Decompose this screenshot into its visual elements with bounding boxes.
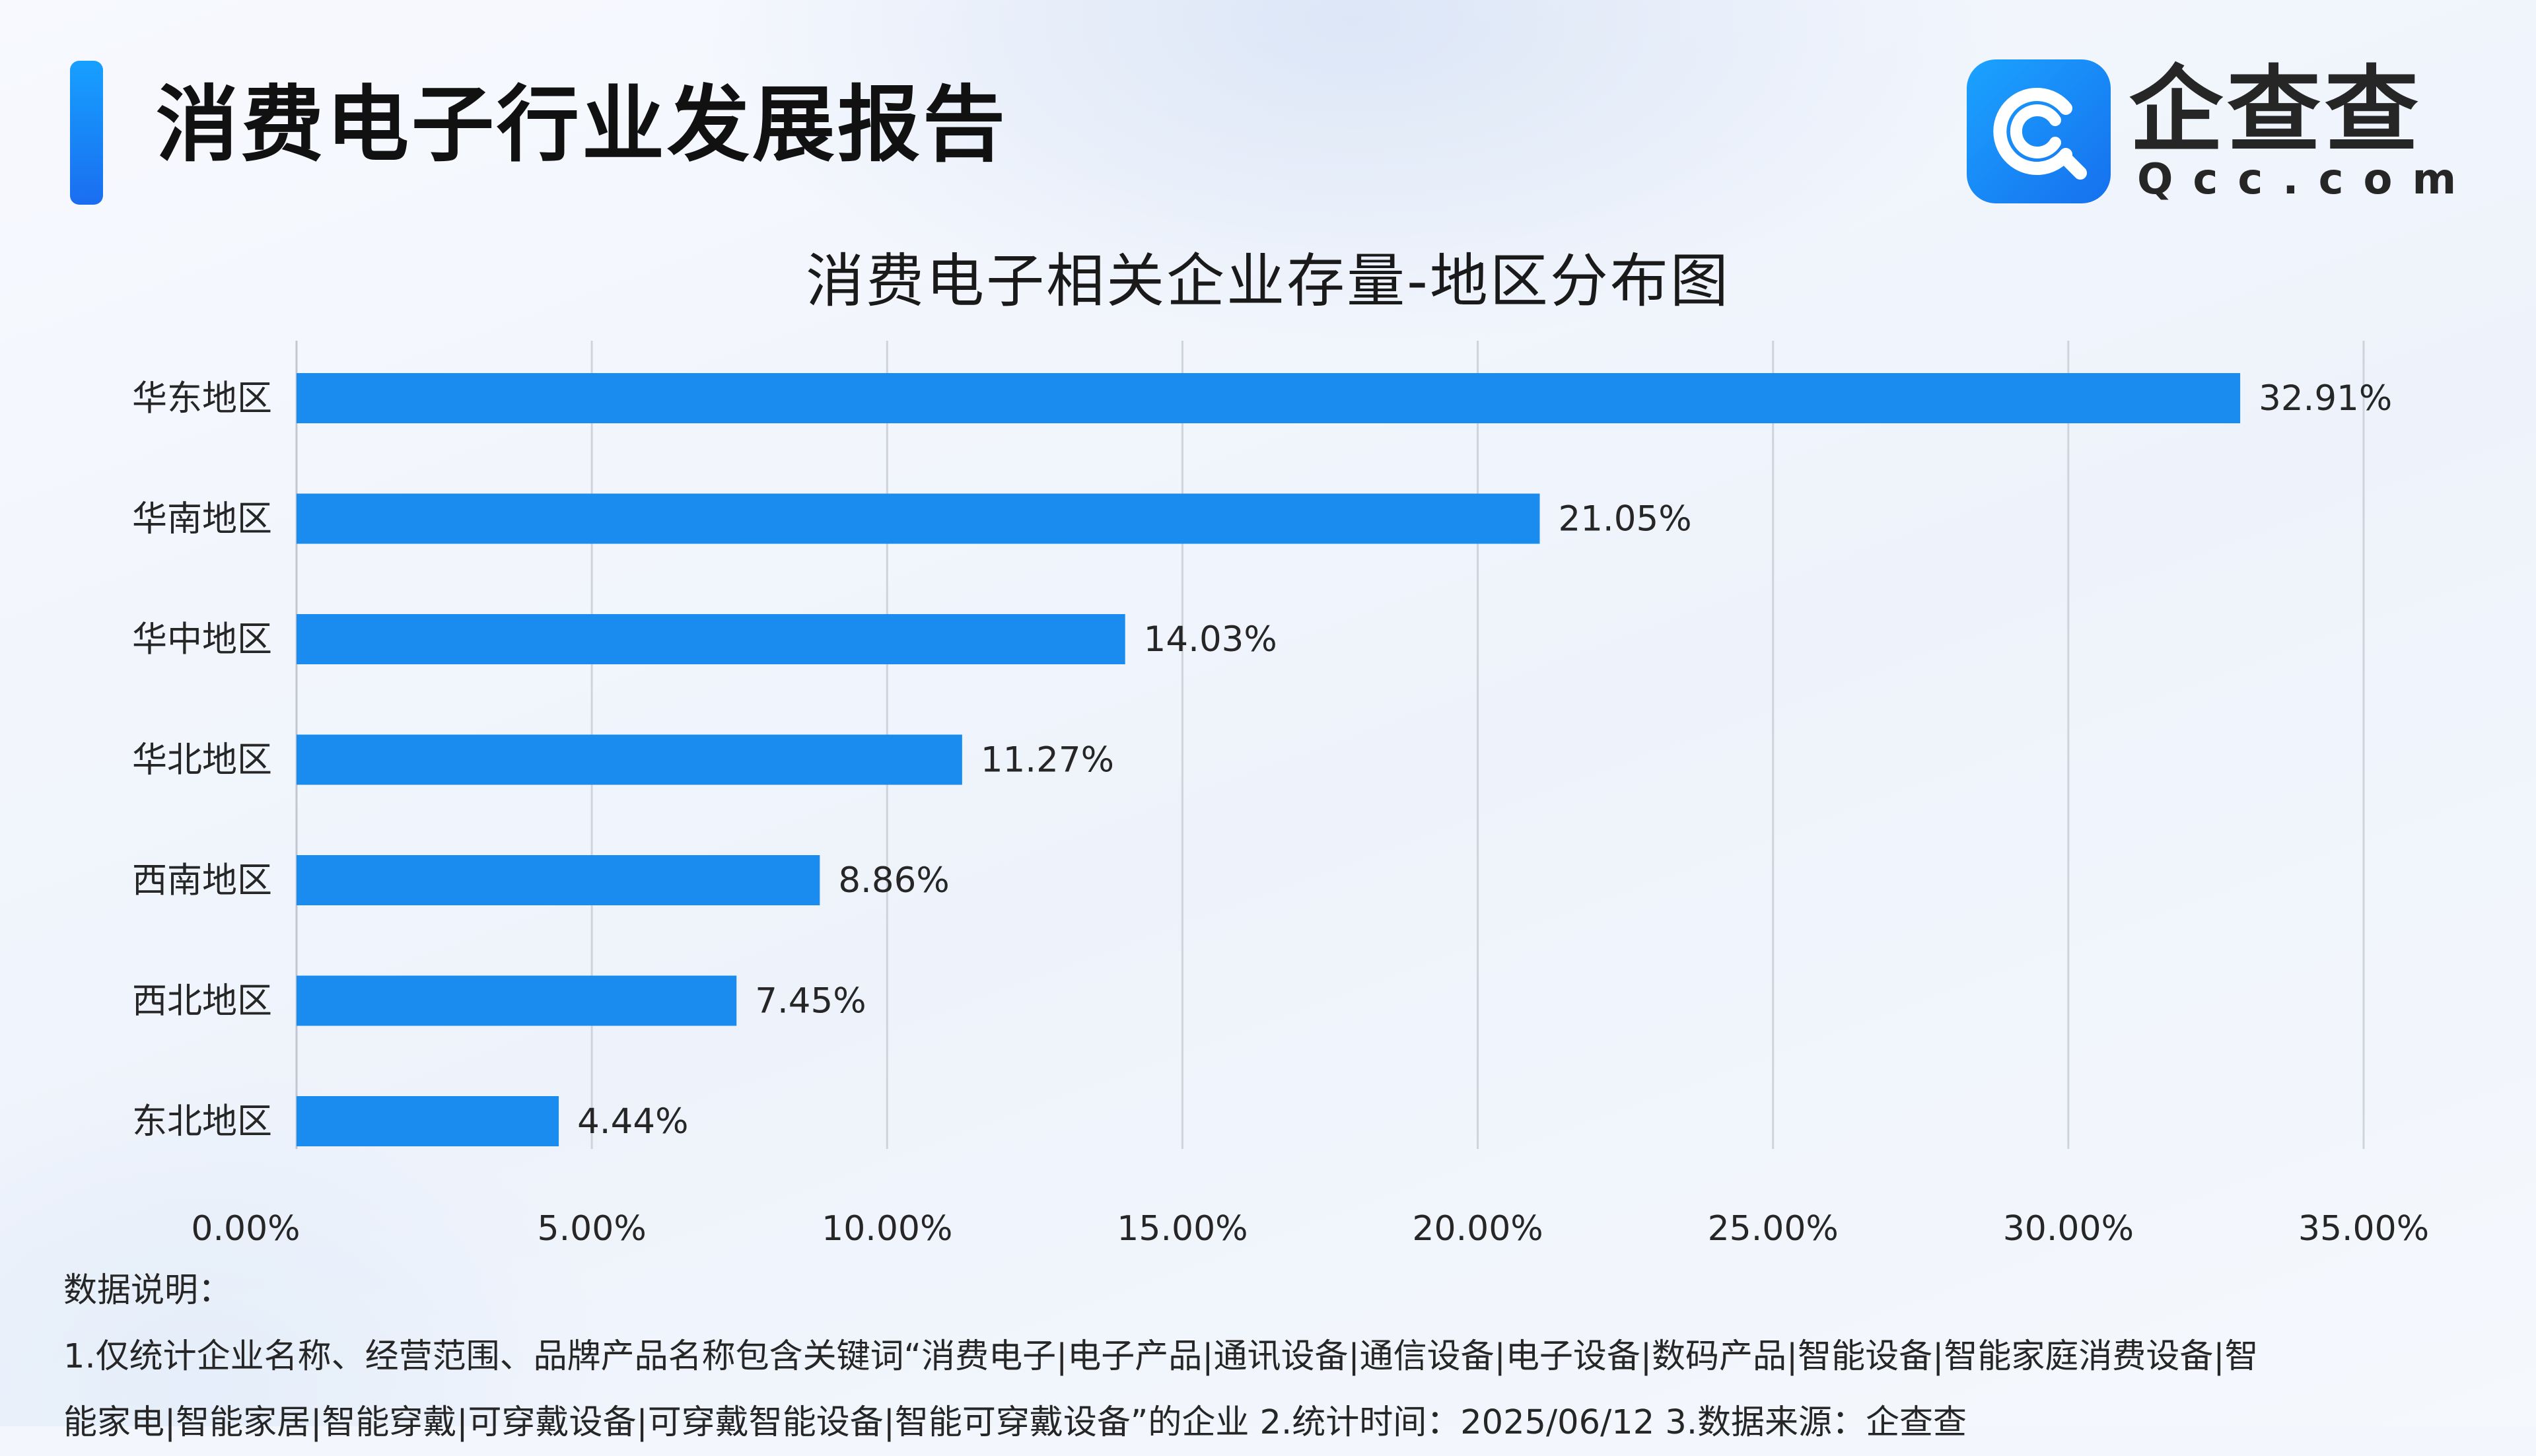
- x-tick-label: 10.00%: [822, 1209, 952, 1249]
- notes-line-2: 1.仅统计企业名称、经营范围、品牌产品名称包含关键词“消费电子|电子产品|通讯设…: [63, 1337, 2259, 1376]
- data-notes: 数据说明： 1.仅统计企业名称、经营范围、品牌产品名称包含关键词“消费电子|电子…: [63, 1258, 2467, 1456]
- bar-chart: 0.00% 5.00% 10.00% 15.00% 20.00% 25.00% 30.00%…: [132, 341, 2429, 1249]
- category-label: 华南地区: [132, 499, 272, 539]
- category-label: 东北地区: [132, 1101, 272, 1142]
- value-label: 11.27%: [981, 740, 1114, 780]
- value-label: 4.44%: [577, 1101, 688, 1142]
- x-tick-label: 35.00%: [2298, 1209, 2429, 1249]
- category-label: 华北地区: [132, 740, 272, 780]
- value-label: 7.45%: [755, 981, 866, 1022]
- bar: [297, 734, 962, 785]
- bar: [297, 1096, 559, 1146]
- category-label: 华东地区: [132, 378, 272, 419]
- value-label: 14.03%: [1144, 619, 1277, 660]
- notes-line-3: 能家电|智能家居|智能穿戴|可穿戴设备|可穿戴智能设备|智能可穿戴设备”的企业 …: [63, 1403, 1967, 1442]
- x-tick-label: 0.00%: [191, 1209, 300, 1249]
- title-accent-bar: [70, 61, 103, 205]
- bar: [297, 373, 2241, 423]
- x-tick-label: 20.00%: [1412, 1209, 1543, 1249]
- brand-domain: Qcc.com: [2137, 155, 2477, 204]
- brand-name: 企查查: [2129, 56, 2422, 165]
- x-tick-label: 30.00%: [2003, 1209, 2134, 1249]
- page-background: [0, 0, 2536, 1426]
- report-title: 消费电子行业发展报告: [156, 77, 1008, 173]
- value-label: 32.91%: [2259, 378, 2392, 419]
- notes-line-1: 数据说明：: [63, 1258, 2467, 1324]
- chart-title: 消费电子相关企业存量-地区分布图: [806, 247, 1730, 315]
- x-tick-label: 15.00%: [1117, 1209, 1248, 1249]
- bar: [297, 975, 737, 1026]
- value-label: 8.86%: [838, 860, 949, 901]
- qcc-logo-icon: [1967, 59, 2111, 203]
- bar: [297, 855, 820, 905]
- x-tick-label: 25.00%: [1708, 1209, 1839, 1249]
- bar: [297, 614, 1125, 664]
- notes-prefix: 数据说明：: [63, 1271, 232, 1310]
- category-label: 华中地区: [132, 619, 272, 660]
- x-tick-label: 5.00%: [538, 1209, 647, 1249]
- bar: [297, 493, 1540, 544]
- value-label: 21.05%: [1558, 499, 1691, 539]
- category-label: 西南地区: [132, 860, 272, 901]
- category-label: 西北地区: [132, 981, 272, 1022]
